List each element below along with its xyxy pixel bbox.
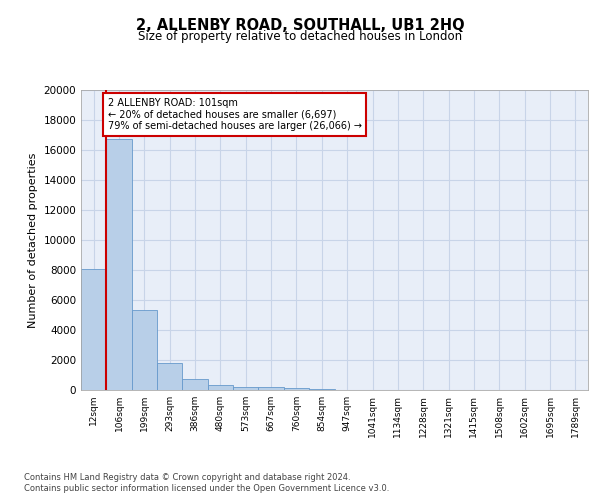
Y-axis label: Number of detached properties: Number of detached properties: [28, 152, 38, 328]
Bar: [259, 388, 284, 390]
Text: Contains HM Land Registry data © Crown copyright and database right 2024.: Contains HM Land Registry data © Crown c…: [24, 472, 350, 482]
Bar: [208, 385, 233, 390]
Bar: [81, 268, 106, 390]
Text: Contains public sector information licensed under the Open Government Licence v3: Contains public sector information licen…: [24, 484, 389, 493]
Bar: [182, 379, 208, 390]
Text: 2 ALLENBY ROAD: 101sqm
← 20% of detached houses are smaller (6,697)
79% of semi-: 2 ALLENBY ROAD: 101sqm ← 20% of detached…: [107, 98, 362, 130]
Bar: [233, 387, 259, 390]
Text: 2, ALLENBY ROAD, SOUTHALL, UB1 2HQ: 2, ALLENBY ROAD, SOUTHALL, UB1 2HQ: [136, 18, 464, 32]
Bar: [132, 310, 157, 390]
Bar: [106, 140, 132, 390]
Text: Size of property relative to detached houses in London: Size of property relative to detached ho…: [138, 30, 462, 43]
Bar: [157, 364, 182, 390]
Bar: [309, 388, 335, 390]
Bar: [284, 388, 309, 390]
